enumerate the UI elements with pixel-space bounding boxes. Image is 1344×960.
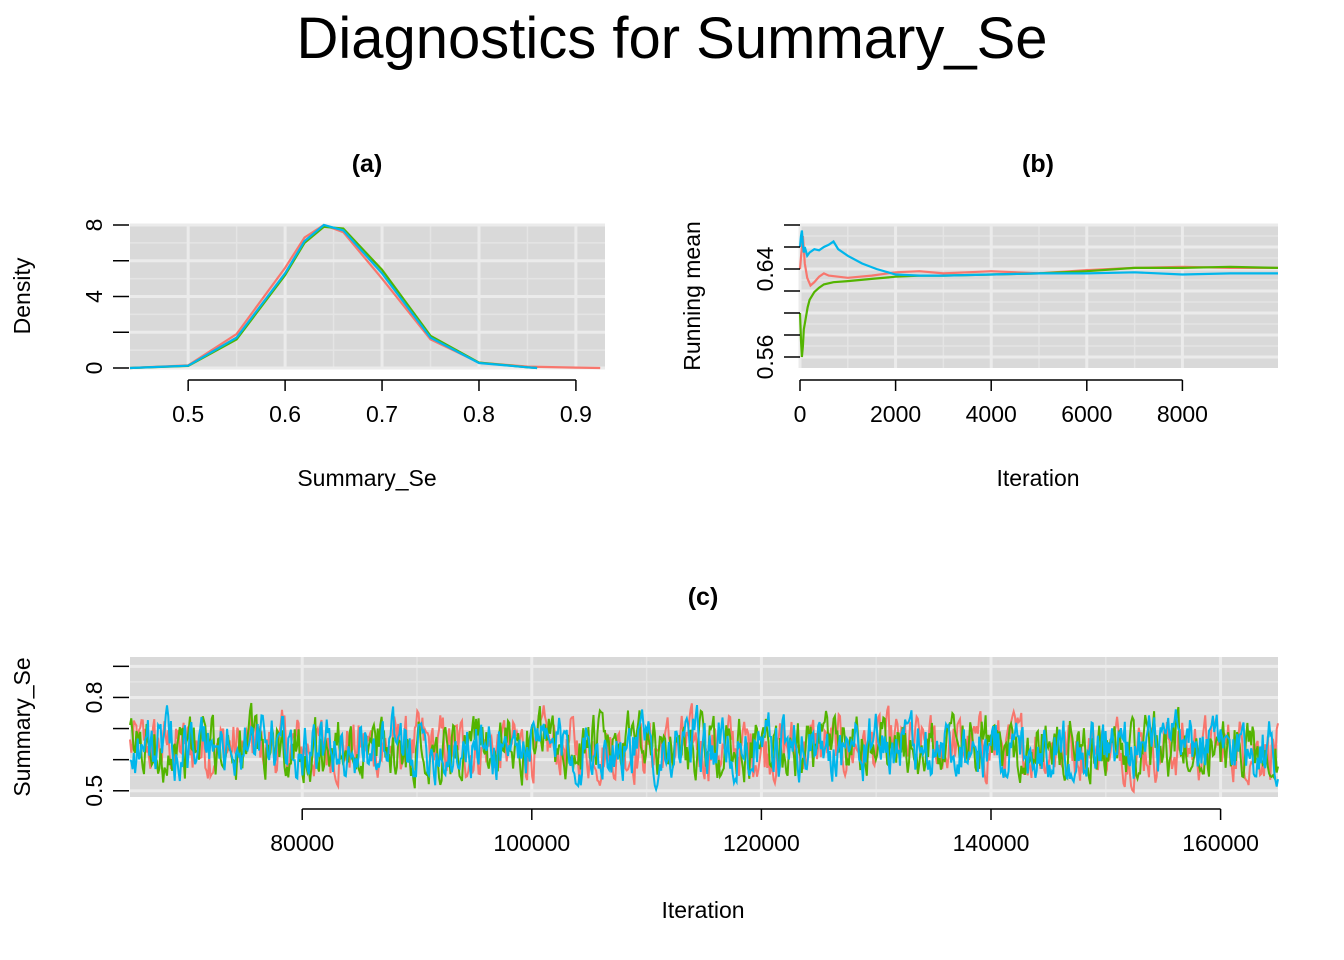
x-tick-label: 0 xyxy=(794,401,807,427)
panel-c-plot-area: 80000 100000 120000 140000 160000 0.5 0.8 xyxy=(81,657,1279,856)
panel-a-plot-area: 0.5 0.6 0.7 0.8 0.9 0 4 8 xyxy=(81,219,605,427)
x-tick-label: 4000 xyxy=(966,401,1017,427)
panel-a-xlabel: Summary_Se xyxy=(297,465,436,491)
y-tick-label: 8 xyxy=(81,219,107,232)
x-tick-label: 8000 xyxy=(1157,401,1208,427)
y-tick-label: 4 xyxy=(81,290,107,303)
panel-c-xlabel: Iteration xyxy=(661,897,744,923)
panel-c-series-3 xyxy=(129,704,1279,793)
y-tick-label: 0.64 xyxy=(752,246,778,291)
panel-a-series-3 xyxy=(129,223,538,370)
panel-a-ylabel: Density xyxy=(9,257,35,334)
panel-b-ylabel: Running mean xyxy=(679,221,705,371)
panel-b-xlabel: Iteration xyxy=(996,465,1079,491)
x-tick-label: 100000 xyxy=(493,830,570,856)
y-tick-label: 0.5 xyxy=(81,775,107,807)
x-tick-label: 140000 xyxy=(953,830,1030,856)
panel-c-title: (c) xyxy=(688,583,719,611)
figure-title: Diagnostics for Summary_Se xyxy=(296,6,1047,71)
running-mean-panel: (b) Iteration Running mean 0 2000 4000 6000… xyxy=(679,150,1279,491)
x-tick-label: 0.6 xyxy=(269,401,301,427)
y-tick-label: 0.8 xyxy=(81,681,107,713)
x-tick-label: 0.8 xyxy=(463,401,495,427)
x-tick-label: 2000 xyxy=(870,401,921,427)
panel-b-series-2 xyxy=(798,265,1279,358)
panel-c-ylabel: Summary_Se xyxy=(9,657,35,796)
x-tick-label: 0.7 xyxy=(366,401,398,427)
trace-panel: (c) Iteration Summary_Se 80000 100000 1200… xyxy=(9,583,1279,923)
x-tick-label: 80000 xyxy=(270,830,334,856)
density-panel: (a) Summary_Se Density 0.5 0.6 0.7 0.8 0.9 0 4… xyxy=(9,150,605,491)
panel-b-title: (b) xyxy=(1022,150,1054,178)
y-tick-label: 0 xyxy=(81,362,107,375)
x-tick-label: 120000 xyxy=(723,830,800,856)
panel-b-plot-area: 0 2000 4000 6000 8000 0.56 0.64 xyxy=(752,223,1279,427)
y-tick-label: 0.56 xyxy=(752,335,778,380)
x-tick-label: 0.9 xyxy=(560,401,592,427)
x-tick-label: 6000 xyxy=(1061,401,1112,427)
x-tick-label: 160000 xyxy=(1182,830,1259,856)
panel-b-series-3 xyxy=(798,230,1278,277)
panel-a-title: (a) xyxy=(352,150,383,178)
x-tick-label: 0.5 xyxy=(172,401,204,427)
